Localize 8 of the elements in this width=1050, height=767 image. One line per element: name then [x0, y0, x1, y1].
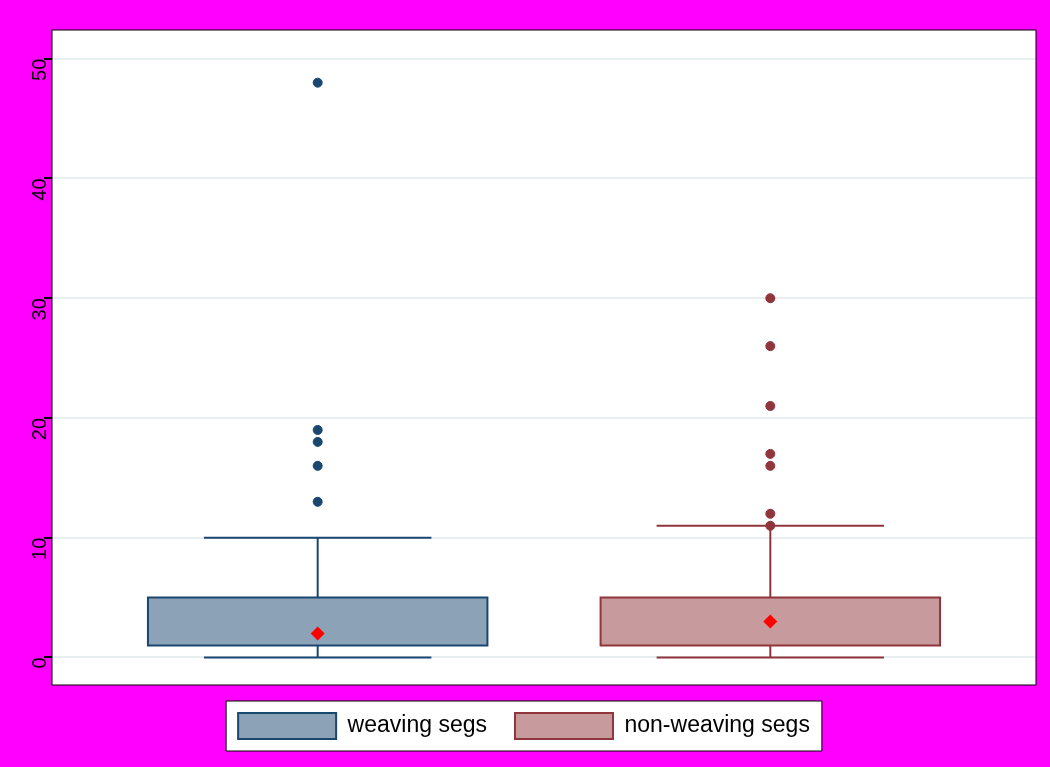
- y-tick-label: 30: [27, 298, 50, 321]
- y-tick-label: 10: [27, 537, 50, 560]
- legend-label: weaving segs: [346, 711, 487, 738]
- y-tick-label: 40: [27, 178, 50, 201]
- y-tick-label: 20: [27, 417, 50, 441]
- legend-label: non-weaving segs: [624, 711, 810, 738]
- y-tick-label: 0: [27, 657, 50, 669]
- y-tick-label: 50: [27, 58, 50, 81]
